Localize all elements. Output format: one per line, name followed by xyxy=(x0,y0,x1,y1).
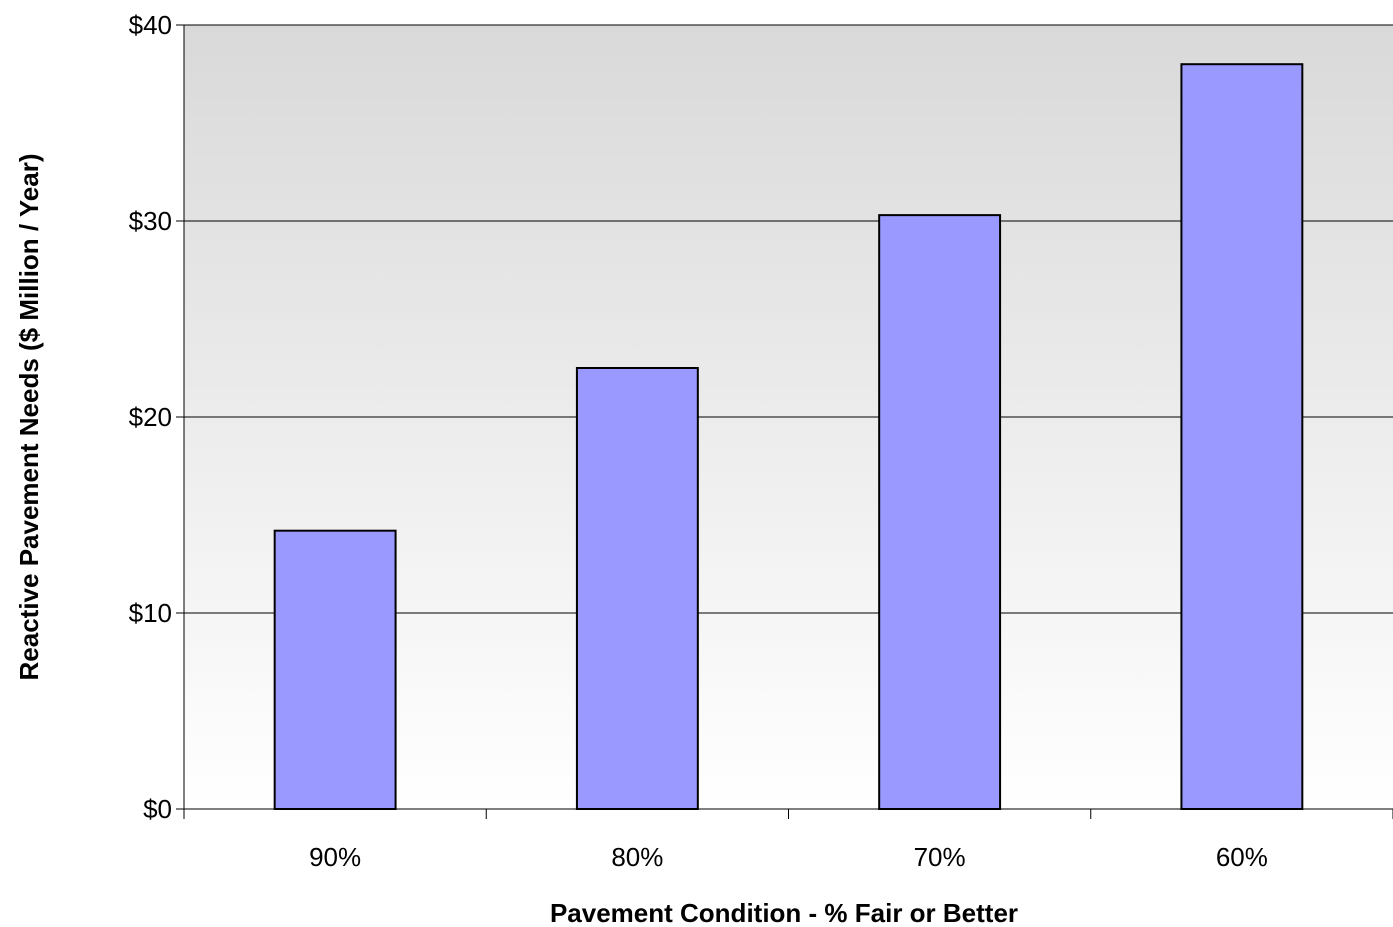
bar-60pct xyxy=(1180,63,1304,810)
bar-90pct xyxy=(273,529,397,810)
x-ticks: 90% 80% 70% 60% xyxy=(183,809,1393,872)
x-axis-title: Pavement Condition - % Fair or Better xyxy=(550,898,1018,927)
y-axis-title: Reactive Pavement Needs ($ Million / Yea… xyxy=(14,154,44,681)
y-tick-label: $30 xyxy=(129,206,172,236)
y-tick-label: $40 xyxy=(129,10,172,40)
y-tick-label: $20 xyxy=(129,402,172,432)
bar-70pct xyxy=(878,214,1002,810)
x-tick-label: 80% xyxy=(611,842,663,872)
y-tick-label: $0 xyxy=(143,794,172,824)
bars xyxy=(273,63,1304,810)
x-tick-label: 70% xyxy=(914,842,966,872)
y-tick-label: $10 xyxy=(129,598,172,628)
y-ticks: $0 $10 $20 $30 $40 xyxy=(129,10,184,824)
x-tick-label: 60% xyxy=(1216,842,1268,872)
x-tick-label: 90% xyxy=(309,842,361,872)
bar-80pct xyxy=(575,367,699,810)
